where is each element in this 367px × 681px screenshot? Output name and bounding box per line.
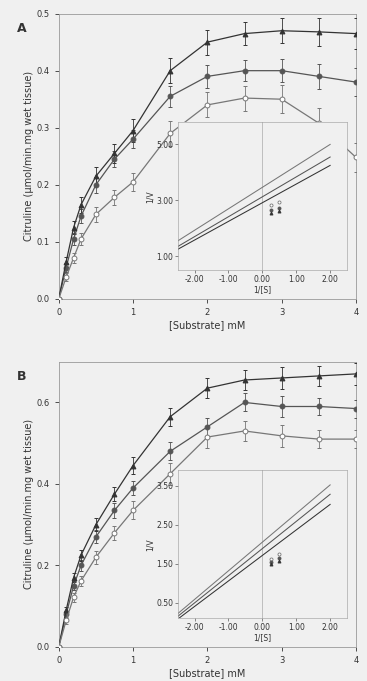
- Text: A: A: [17, 22, 27, 35]
- Y-axis label: Citruline (µmol/min.mg wet tissue): Citruline (µmol/min.mg wet tissue): [23, 419, 34, 589]
- X-axis label: [Substrate] mM: [Substrate] mM: [169, 319, 246, 330]
- Y-axis label: Citruline (µmol/min.mg wet tissue): Citruline (µmol/min.mg wet tissue): [23, 72, 34, 241]
- X-axis label: [Substrate] mM: [Substrate] mM: [169, 668, 246, 678]
- Text: B: B: [17, 370, 26, 383]
